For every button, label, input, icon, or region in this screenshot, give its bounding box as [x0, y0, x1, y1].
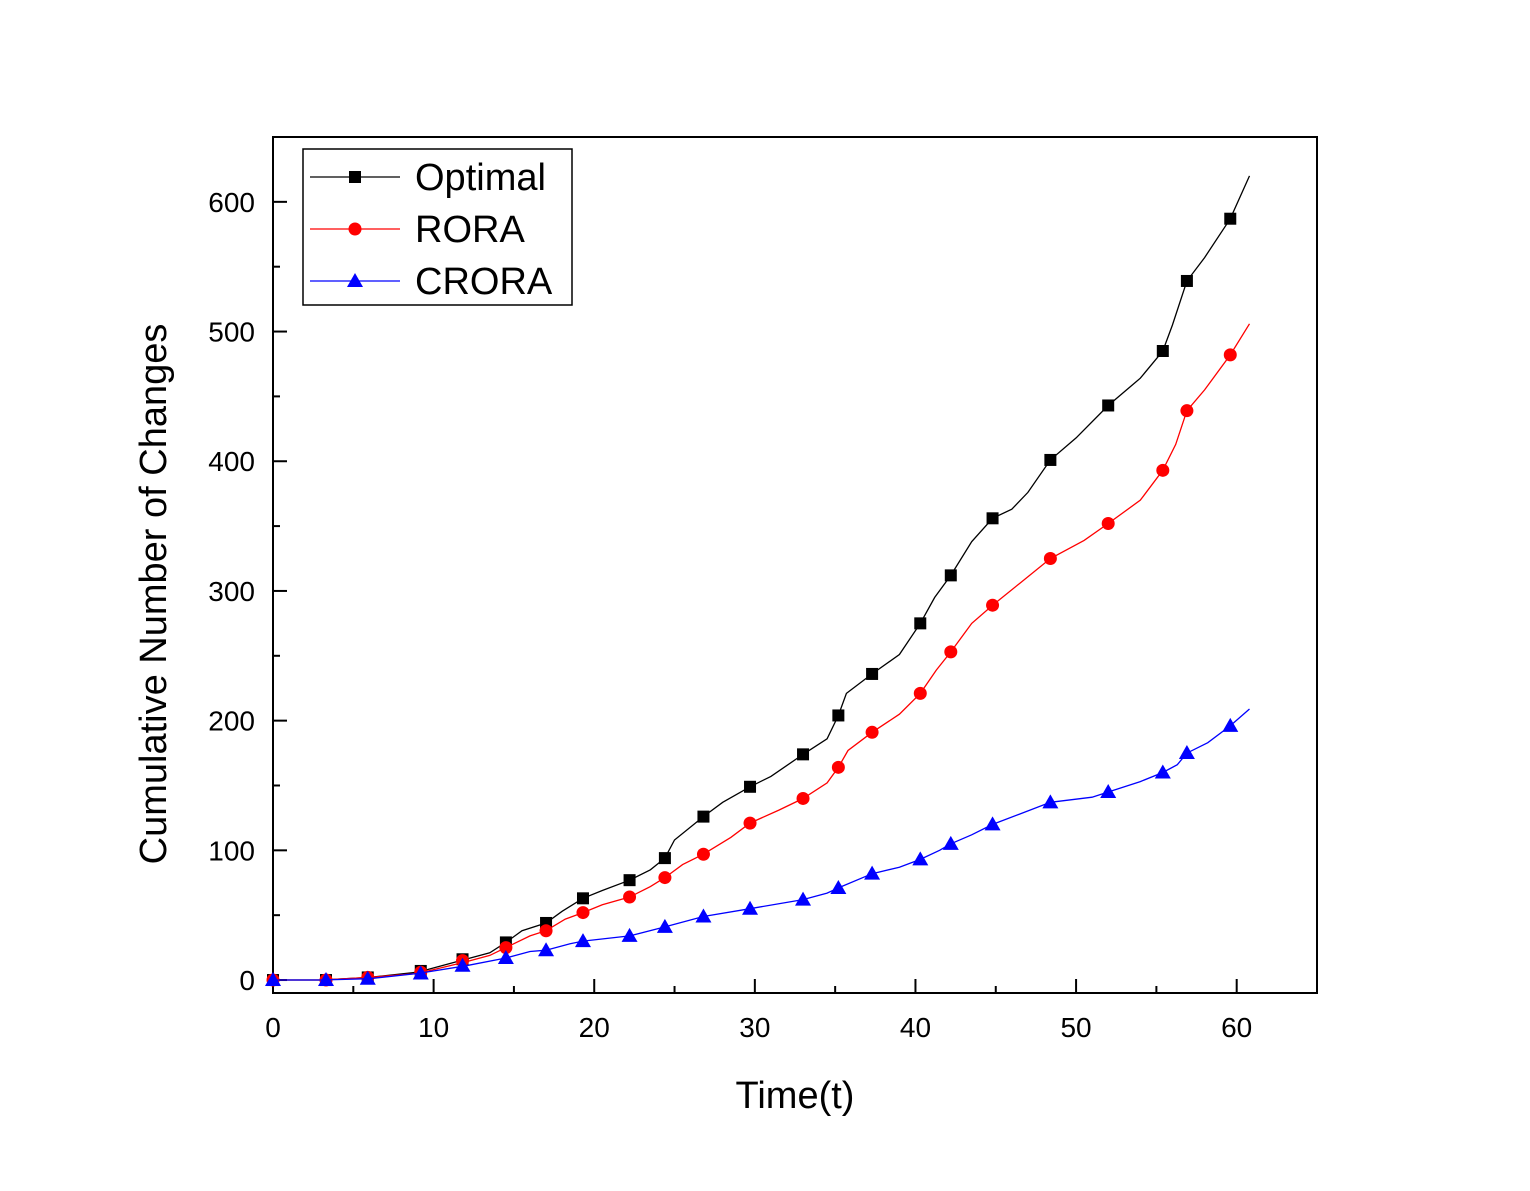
data-point-rora	[1101, 516, 1115, 530]
series-line-crora	[273, 708, 1250, 981]
data-point-optimal	[986, 512, 999, 525]
data-point-crora	[574, 933, 591, 948]
data-point-crora	[1222, 717, 1239, 732]
data-point-optimal	[744, 780, 757, 793]
y-axis: 0 100 200 300 400 500 600	[208, 187, 287, 996]
data-point-crora	[1154, 764, 1171, 779]
x-tick-label: 0	[265, 1012, 281, 1043]
legend-label-optimal: Optimal	[415, 157, 546, 199]
data-point-optimal	[658, 852, 671, 865]
data-point-rora	[913, 686, 927, 700]
y-tick-label: 300	[208, 576, 255, 607]
data-point-rora	[576, 906, 590, 920]
data-point-crora	[412, 965, 429, 980]
data-point-rora	[623, 890, 637, 904]
data-point-crora	[621, 927, 638, 942]
legend-label-crora: CRORA	[415, 261, 553, 303]
x-tick-label: 30	[739, 1012, 770, 1043]
plot-area	[272, 136, 1318, 994]
data-point-rora	[1156, 463, 1170, 477]
data-point-rora	[1180, 404, 1194, 418]
data-point-crora	[656, 918, 673, 933]
data-point-optimal	[576, 892, 589, 905]
data-point-rora	[796, 791, 810, 805]
legend-box	[302, 148, 573, 306]
data-point-crora	[830, 879, 847, 894]
data-point-rora	[1043, 552, 1057, 566]
data-point-rora	[696, 847, 710, 861]
x-tick-label: 20	[579, 1012, 610, 1043]
data-point-rora	[499, 941, 513, 955]
data-point-optimal	[832, 709, 845, 722]
x-tick-label: 60	[1221, 1012, 1252, 1043]
data-point-rora	[658, 871, 672, 885]
data-point-optimal	[623, 874, 636, 887]
legend-item-optimal: Optimal	[310, 157, 546, 199]
data-point-rora	[831, 760, 845, 774]
data-point-rora	[865, 725, 879, 739]
data-point-optimal	[1180, 274, 1193, 287]
y-tick-label: 200	[208, 706, 255, 737]
legend-item-crora: CRORA	[310, 261, 553, 303]
data-point-optimal	[944, 569, 957, 582]
data-point-crora	[864, 865, 881, 880]
y-tick-label: 600	[208, 187, 255, 218]
x-axis: 0 10 20 30 40 50 60	[265, 979, 1252, 1043]
legend-label-rora: RORA	[415, 209, 525, 251]
y-axis-title: Cumulative Number of Changes	[133, 324, 175, 865]
data-point-crora	[695, 908, 712, 923]
data-point-crora	[984, 816, 1001, 831]
data-point-rora	[539, 924, 553, 938]
y-tick-label: 100	[208, 835, 255, 866]
series-layer	[265, 175, 1251, 987]
data-point-optimal	[1044, 453, 1057, 466]
data-point-rora	[1223, 348, 1237, 362]
data-point-crora	[318, 972, 335, 987]
data-point-crora	[912, 851, 929, 866]
data-point-crora	[795, 891, 812, 906]
data-point-optimal	[914, 617, 927, 630]
data-point-rora	[743, 816, 757, 830]
x-axis-title: Time(t)	[736, 1075, 855, 1117]
series-rora	[266, 323, 1251, 987]
data-point-optimal	[1224, 212, 1237, 225]
data-point-crora	[454, 957, 471, 972]
data-point-crora	[538, 942, 555, 957]
data-point-crora	[265, 972, 281, 987]
data-point-optimal	[697, 810, 710, 823]
data-point-optimal	[797, 748, 810, 761]
legend-marker-rora	[348, 222, 362, 236]
x-tick-label: 40	[900, 1012, 931, 1043]
data-point-crora	[1178, 745, 1195, 760]
x-tick-label: 50	[1060, 1012, 1091, 1043]
legend: Optimal RORA CRORA	[302, 148, 573, 306]
data-point-crora	[942, 835, 959, 850]
data-point-rora	[986, 598, 1000, 612]
data-point-crora	[742, 900, 759, 915]
legend-marker-crora	[347, 273, 363, 287]
data-point-crora	[1100, 783, 1117, 798]
legend-item-rora: RORA	[310, 209, 525, 251]
legend-marker-optimal	[349, 171, 361, 183]
data-point-optimal	[1102, 399, 1115, 412]
y-tick-label: 400	[208, 446, 255, 477]
data-point-optimal	[1156, 345, 1169, 357]
series-crora	[265, 708, 1250, 987]
data-point-crora	[1042, 794, 1059, 809]
y-tick-label: 500	[208, 317, 255, 348]
series-line-rora	[273, 323, 1251, 981]
x-tick-label: 10	[418, 1012, 449, 1043]
data-point-optimal	[866, 667, 879, 680]
data-point-rora	[944, 645, 958, 659]
data-point-crora	[497, 949, 514, 964]
data-point-crora	[359, 970, 376, 985]
y-tick-label: 0	[239, 965, 255, 996]
